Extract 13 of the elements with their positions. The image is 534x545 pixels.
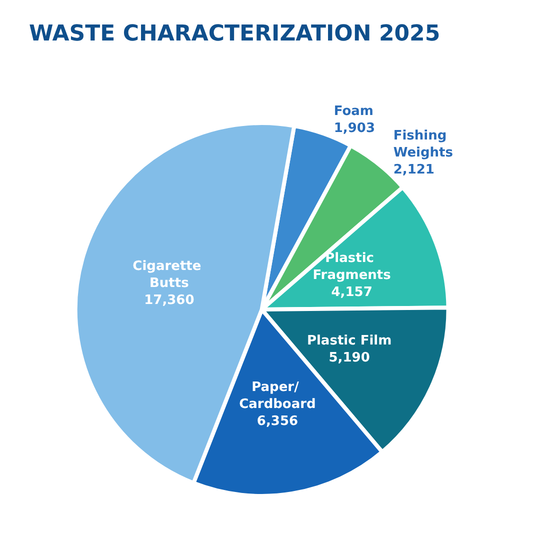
data-label: 1,903	[334, 121, 375, 136]
data-label: 2,121	[393, 162, 434, 178]
slice-label: Fishing Weights	[393, 128, 454, 161]
data-label: 17,360	[144, 292, 194, 308]
slice-label: Paper/ Cardboard	[239, 380, 316, 412]
slice-label: Plastic Film	[306, 334, 392, 349]
slice-label: Cigarette Butts	[132, 258, 206, 291]
slice-label: Foam	[334, 104, 374, 120]
data-label: 6,356	[256, 414, 298, 429]
data-label: 5,190	[328, 350, 370, 366]
data-label: 4,157	[331, 284, 372, 300]
slice-label: Plastic Fragments	[312, 250, 392, 283]
chart-title: WASTE CHARACTERIZATION 2025	[29, 22, 440, 46]
